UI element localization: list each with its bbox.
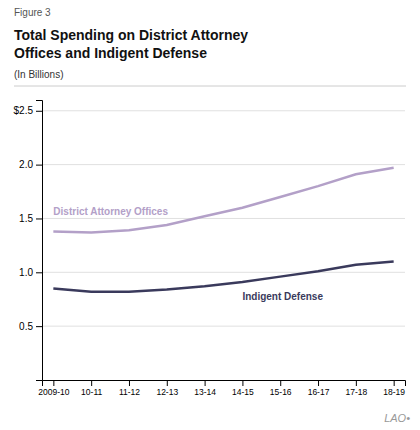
x-tick-label: 15-16: [270, 387, 292, 397]
y-tick-mark: [36, 272, 42, 273]
y-tick: 2.0: [19, 159, 42, 170]
series-labels: District Attorney Offices Indigent Defens…: [53, 206, 323, 302]
x-tick-mark: [242, 380, 243, 386]
grid: [42, 111, 405, 326]
series-label: District Attorney Offices: [53, 206, 168, 217]
x-axis-line: [43, 381, 406, 387]
lines: [53, 168, 393, 292]
x-tick: 18-19: [383, 380, 405, 397]
title-line: Total Spending on District Attorney: [14, 27, 248, 43]
x-tick: 14-15: [232, 380, 254, 397]
y-tick: $2.5: [14, 105, 42, 116]
x-tick-mark: [318, 380, 319, 386]
title-line: Offices and Indigent Defense: [14, 45, 207, 61]
series-label: Indigent Defense: [242, 291, 323, 302]
x-tick-label: 16-17: [308, 387, 330, 397]
grid-line: [42, 326, 405, 327]
x-tick-label: 13-14: [194, 387, 216, 397]
x-tick-label: 14-15: [232, 387, 254, 397]
y-tick-mark: [36, 326, 42, 327]
series-line: [53, 262, 393, 292]
y-axis-line: [36, 101, 43, 381]
series-line: [53, 168, 393, 233]
subtitle: (In Billions): [14, 69, 63, 80]
title: Total Spending on District Attorney Offic…: [14, 27, 248, 61]
grid-line: [42, 218, 405, 219]
separator: [14, 86, 406, 87]
x-tick-mark: [394, 380, 395, 386]
x-tick-label: 12-13: [156, 387, 178, 397]
x-tick-label: 11-12: [119, 387, 140, 397]
y-tick-label: 2.0: [19, 159, 33, 170]
y-tick: 1.0: [19, 267, 42, 278]
x-tick: 13-14: [194, 380, 216, 397]
grid-line: [42, 164, 405, 165]
y-tick-label: 0.5: [19, 321, 33, 332]
x-tick: 11-12: [119, 380, 140, 397]
x-tick-mark: [280, 380, 281, 386]
y-tick-mark: [36, 111, 42, 112]
y-tick-label: 1.0: [19, 267, 33, 278]
x-tick: 17-18: [345, 380, 367, 397]
x-tick: 16-17: [308, 380, 330, 397]
x-tick: 2009-10: [38, 380, 69, 397]
grid-line: [42, 110, 405, 111]
y-tick: 0.5: [19, 321, 42, 332]
y-tick-label: 1.5: [19, 213, 33, 224]
x-tick-mark: [129, 380, 130, 386]
x-tick-mark: [53, 380, 54, 386]
x-tick-label: 2009-10: [38, 387, 69, 397]
x-tick-mark: [91, 380, 92, 386]
x-tick: 12-13: [156, 380, 178, 397]
y-axis: 0.5 1.0 1.5 2.0 $2.5: [14, 101, 43, 381]
x-tick-mark: [356, 380, 357, 386]
y-tick-mark: [36, 165, 42, 166]
chart: Figure 3 Total Spending on District Attor…: [0, 0, 420, 430]
x-axis: 2009-10 10-11 11-12 12-13 13-14 14-15 15-16 16-…: [38, 380, 405, 397]
figure-label: Figure 3: [14, 7, 51, 18]
x-tick: 10-11: [81, 380, 102, 397]
x-tick-label: 10-11: [81, 387, 102, 397]
plot: 0.5 1.0 1.5 2.0 $2.5 2009-10 10-11 11-12 12-13 13…: [14, 101, 406, 398]
x-tick-mark: [167, 380, 168, 386]
x-tick-mark: [205, 380, 206, 386]
x-tick-label: 17-18: [345, 387, 367, 397]
watermark: LAO•: [384, 412, 410, 424]
y-tick: 1.5: [19, 213, 42, 224]
x-tick-label: 18-19: [383, 387, 405, 397]
y-tick-mark: [36, 218, 42, 219]
grid-line: [42, 272, 405, 273]
x-tick: 15-16: [270, 380, 292, 397]
y-tick-label: $2.5: [14, 105, 34, 116]
